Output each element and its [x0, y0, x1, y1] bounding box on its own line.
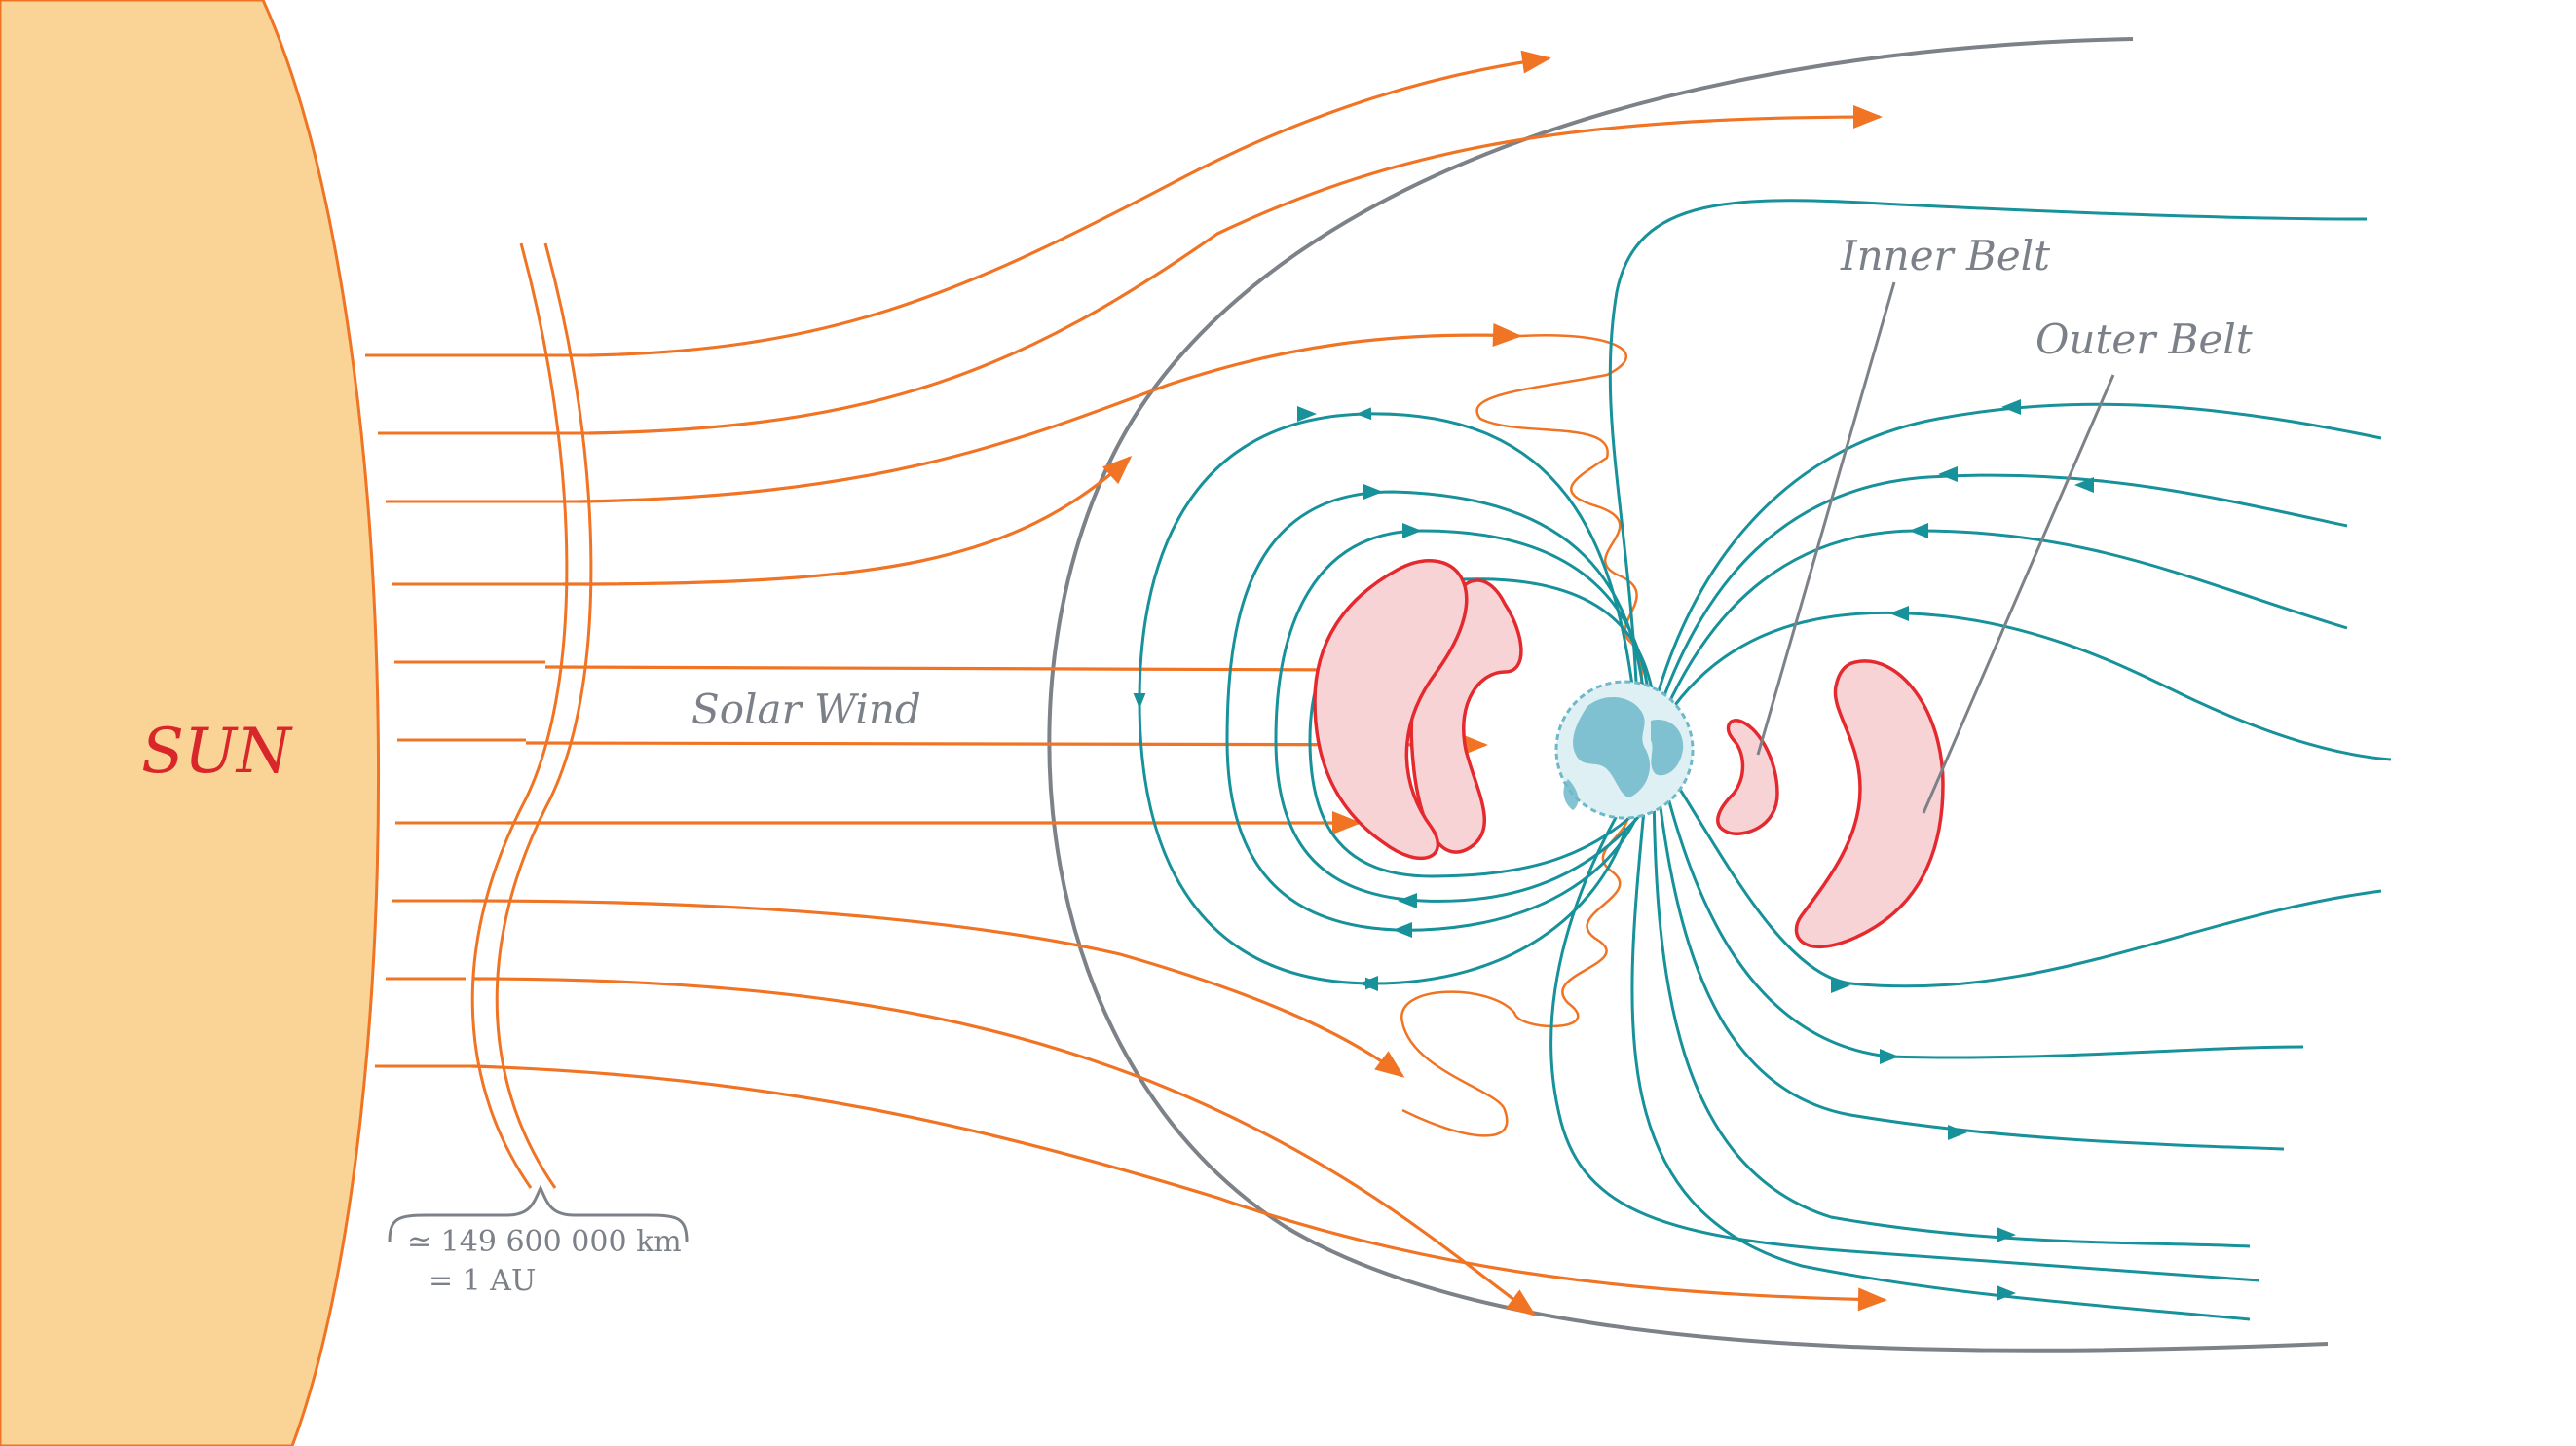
cusp-wave-lower — [1400, 797, 1629, 1137]
wind-line-3 — [579, 322, 1522, 503]
solar-wind-streamlines — [471, 50, 1887, 1316]
wind-line-1 — [588, 50, 1551, 357]
distance-au: = 1 AU — [429, 1264, 536, 1298]
distance-band — [470, 242, 593, 1189]
wind-line-8 — [471, 899, 1405, 1078]
solar-wind-label: Solar Wind — [691, 686, 921, 733]
wind-line-10 — [471, 1064, 1887, 1312]
nightside-field-lines-lower — [1630, 768, 2382, 1321]
curly-brace-icon — [388, 1184, 689, 1242]
outer-belt-label: Outer Belt — [2035, 315, 2253, 363]
wind-line-5 — [544, 657, 1357, 682]
nightside-outer-field-line — [1549, 797, 2260, 1282]
sun-surface-lines — [365, 353, 594, 1068]
outer-belt-nightside — [1794, 659, 1945, 949]
outer-belt-pointer — [1922, 374, 2115, 814]
dayside-outer-field-line — [1608, 199, 2368, 683]
nightside-field-arrows — [1831, 399, 2094, 1301]
dayside-field-arrows — [1297, 406, 1422, 991]
earth-globe-icon — [1554, 680, 1695, 820]
outer-belt-dayside — [1313, 559, 1469, 861]
distance-value: ≃ 149 600 000 km — [407, 1225, 682, 1259]
wind-line-2 — [588, 105, 1883, 435]
inner-belt-label: Inner Belt — [1840, 232, 2050, 279]
inner-belt-nightside — [1716, 719, 1779, 835]
sun-label: SUN — [141, 716, 293, 788]
sun-body — [0, 0, 381, 1446]
inner-belt-pointer — [1756, 281, 1896, 756]
dayside-field-lines — [1133, 407, 1658, 990]
wind-line-9 — [471, 977, 1537, 1316]
magnetopause-boundary — [1047, 37, 2329, 1353]
wind-line-4 — [562, 455, 1133, 586]
nightside-field-lines-upper — [1654, 402, 2392, 761]
